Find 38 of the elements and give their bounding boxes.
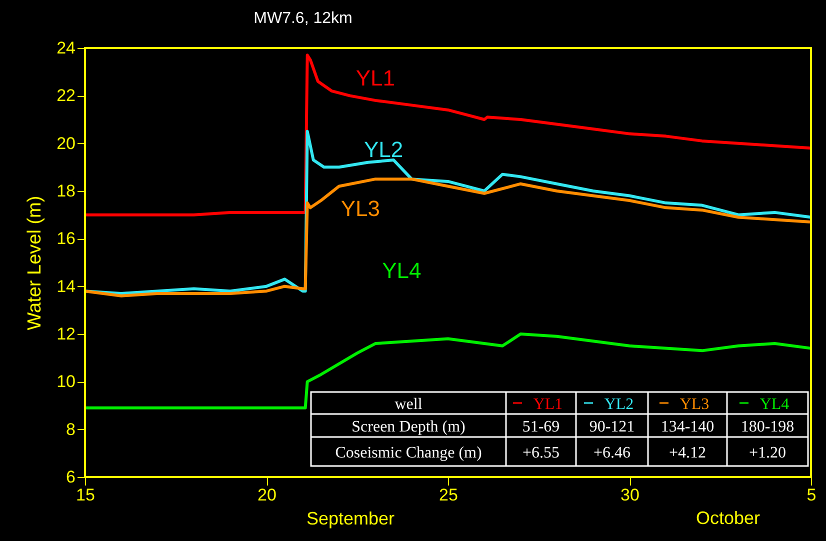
text: YL4 (382, 258, 422, 284)
legend-label: YL1 (533, 396, 563, 413)
y-axis-title: Water Level (m) (24, 196, 46, 330)
annotation: 90-121 (589, 418, 635, 436)
y-tick-label: 18 (56, 182, 76, 200)
annotation: +1.20 (748, 444, 786, 462)
x-tick-label: 20 (258, 486, 276, 504)
y-tick-label: 6 (66, 468, 76, 486)
annotation: Screen Depth (m) (352, 418, 466, 436)
annotation: Coseismic Change (m) (335, 444, 482, 462)
text: YL3 (340, 196, 380, 222)
x-tick-label: 15 (76, 486, 95, 504)
legend-label: YL3 (680, 396, 710, 413)
x-tick-label: 30 (620, 486, 640, 504)
annotation: +6.55 (522, 444, 560, 462)
x-tick-label: 25 (439, 486, 458, 504)
text: MW7.6, 12km (254, 10, 352, 27)
x-axis-title: September (306, 508, 395, 528)
annotation: well (394, 396, 423, 413)
annotation: +6.46 (593, 444, 631, 462)
y-tick-label: 8 (66, 420, 76, 439)
legend-label: YL4 (760, 396, 790, 413)
text: YL1 (356, 65, 395, 90)
text: YL2 (364, 137, 404, 162)
annotation: 180-198 (740, 418, 794, 436)
y-tick-label: 14 (56, 276, 76, 296)
annotation: +4.12 (668, 444, 706, 462)
x-tick-label: 5 (806, 486, 816, 504)
y-tick-label: 20 (56, 134, 76, 153)
annotation: 134-140 (660, 418, 714, 436)
legend-label: YL2 (604, 396, 634, 413)
annotation: 51-69 (522, 418, 560, 436)
text: October (696, 508, 760, 528)
y-tick-label: 12 (56, 324, 76, 344)
y-tick-label: 16 (56, 229, 76, 248)
y-tick-label: 22 (56, 86, 76, 106)
y-tick-label: 10 (56, 372, 76, 392)
y-tick-label: 24 (56, 38, 76, 58)
